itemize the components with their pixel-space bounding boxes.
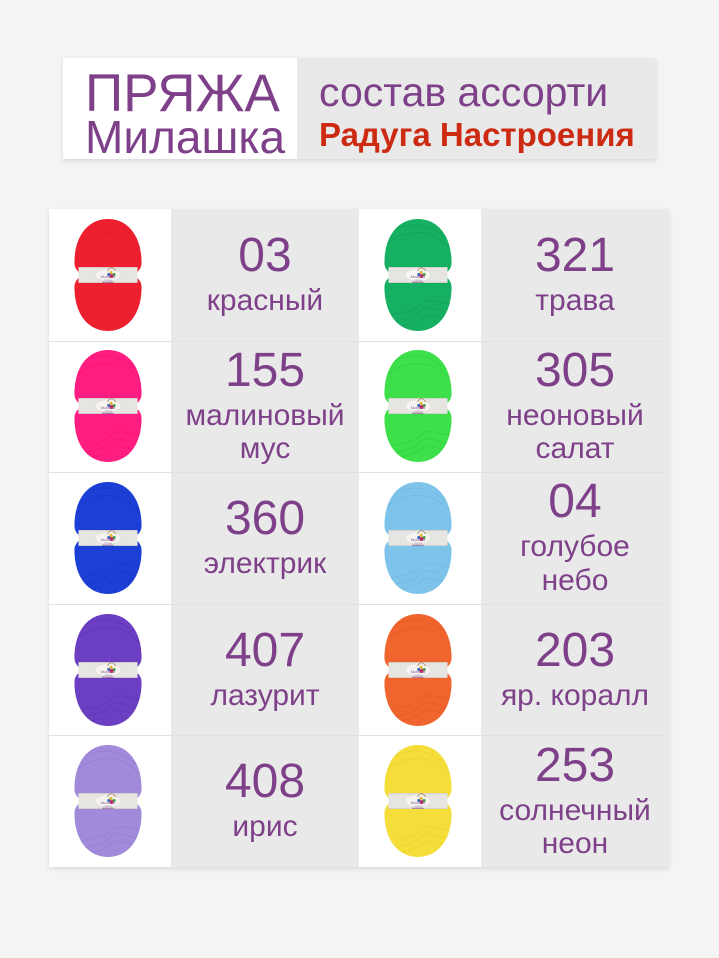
- svg-text:Милашка: Милашка: [100, 801, 115, 805]
- svg-text:Милашка: Милашка: [410, 670, 425, 674]
- svg-text:Милашка: Милашка: [410, 406, 425, 410]
- svg-text:Милашка: Милашка: [410, 275, 425, 279]
- svg-text:Милашка: Милашка: [100, 670, 115, 674]
- svg-text:Милашка: Милашка: [100, 275, 115, 279]
- svg-text:Милашка: Милашка: [410, 801, 425, 805]
- svg-text:Милашка: Милашка: [100, 406, 115, 410]
- svg-text:Милашка: Милашка: [410, 538, 425, 542]
- svg-text:Милашка: Милашка: [100, 538, 115, 542]
